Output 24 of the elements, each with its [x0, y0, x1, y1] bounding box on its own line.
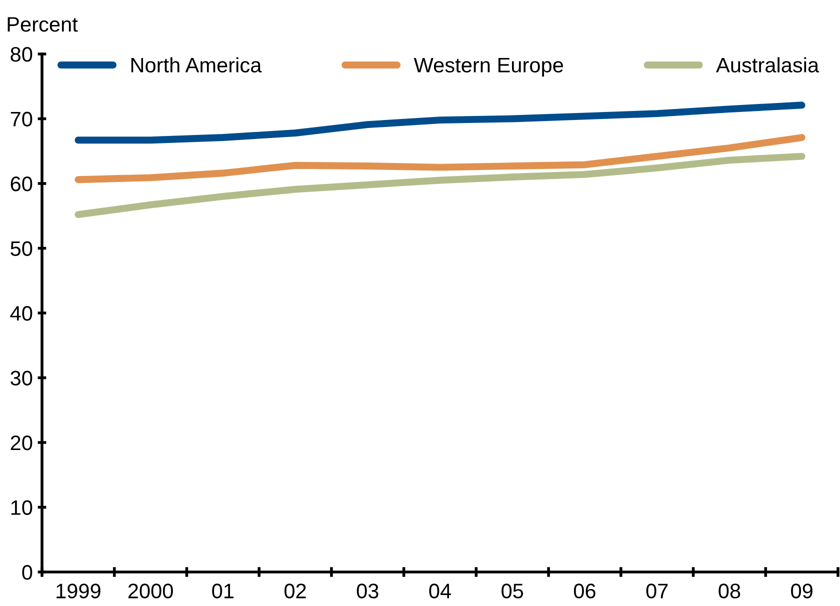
legend-label: Western Europe — [414, 58, 564, 77]
x-tick-label: 08 — [718, 584, 740, 598]
y-tick-label: 20 — [10, 436, 32, 450]
y-tick-label: 0 — [22, 565, 32, 580]
y-tick-label: 10 — [11, 500, 32, 516]
legend-label: North America — [131, 57, 262, 73]
y-axis-title: Percent — [8, 17, 78, 32]
x-tick-label: 09 — [791, 584, 812, 598]
x-tick-label: 04 — [429, 584, 451, 598]
x-tick-label: 03 — [356, 584, 378, 598]
x-tick-label: 2000 — [128, 584, 173, 598]
x-tick-label: 1999 — [56, 584, 100, 598]
y-tick-label: 70 — [10, 112, 32, 127]
x-tick-label: 07 — [646, 584, 668, 598]
y-tick-label: 30 — [10, 370, 32, 386]
y-tick-label: 80 — [10, 47, 32, 62]
legend-label: Australasia — [716, 57, 820, 73]
y-tick-label: 60 — [10, 176, 32, 192]
x-tick-label: 01 — [212, 584, 234, 598]
x-tick-label: 06 — [574, 584, 596, 598]
x-tick-label: 05 — [502, 584, 524, 598]
y-tick-label: 50 — [10, 241, 32, 256]
x-tick-label: 02 — [284, 584, 306, 598]
y-tick-label: 40 — [10, 306, 32, 321]
